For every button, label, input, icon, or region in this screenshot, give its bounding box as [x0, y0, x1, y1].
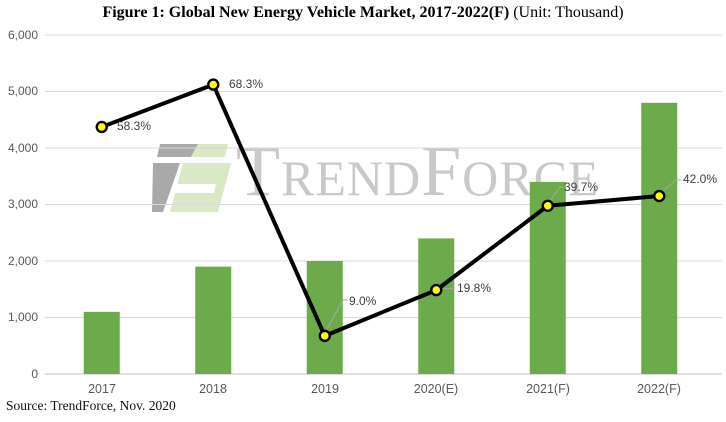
growth-marker [430, 283, 443, 297]
growth-marker [653, 189, 666, 203]
x-tick-2020e: 2020(E) [413, 382, 459, 396]
label-leader-line [442, 287, 456, 290]
trendforce-watermark: TrendForce [150, 135, 630, 222]
y-tick-5000: 5,000 [7, 84, 38, 98]
y-tick-4000: 4,000 [7, 141, 38, 155]
bar [306, 261, 343, 374]
growth-marker [541, 199, 554, 212]
label-leader-line [550, 186, 563, 201]
growth-label-2021f: 39.7% [564, 180, 599, 194]
x-tick-2021f: 2021(F) [526, 382, 570, 396]
label-leader-line [326, 299, 348, 330]
growth-marker [318, 329, 331, 343]
growth-label-2018: 68.3% [229, 77, 264, 91]
x-tick-2022f: 2022(F) [637, 382, 681, 396]
growth-label-2017: 58.3% [117, 119, 152, 133]
y-tick-6000: 6,000 [7, 28, 38, 42]
y-tick-2000: 2,000 [7, 254, 38, 268]
bar [641, 102, 678, 375]
x-tick-2017: 2017 [88, 382, 116, 396]
y-tick-1000: 1,000 [7, 310, 38, 324]
bar [195, 266, 232, 374]
bar [83, 311, 120, 374]
y-tick-3000: 3,000 [7, 197, 38, 211]
growth-line [99, 82, 662, 338]
chart-title: Figure 1: Global New Energy Vehicle Mark… [0, 4, 726, 22]
trendforce-logo-icon [152, 144, 231, 212]
growth-marker [207, 78, 220, 91]
bar [418, 238, 455, 374]
x-tick-2019: 2019 [311, 382, 339, 396]
growth-label-2022f: 42.0% [683, 172, 718, 186]
chart-title-unit: (Unit: Thousand) [513, 4, 624, 21]
label-leader-line [662, 179, 681, 192]
growth-marker [95, 120, 108, 134]
growth-label-2020e: 19.8% [457, 281, 492, 295]
y-tick-0: 0 [31, 367, 38, 381]
source-note: Source: TrendForce, Nov. 2020 [6, 398, 176, 413]
growth-label-2019: 9.0% [349, 294, 377, 308]
chart-title-main: Figure 1: Global New Energy Vehicle Mark… [102, 4, 510, 21]
x-tick-2018: 2018 [199, 382, 227, 396]
